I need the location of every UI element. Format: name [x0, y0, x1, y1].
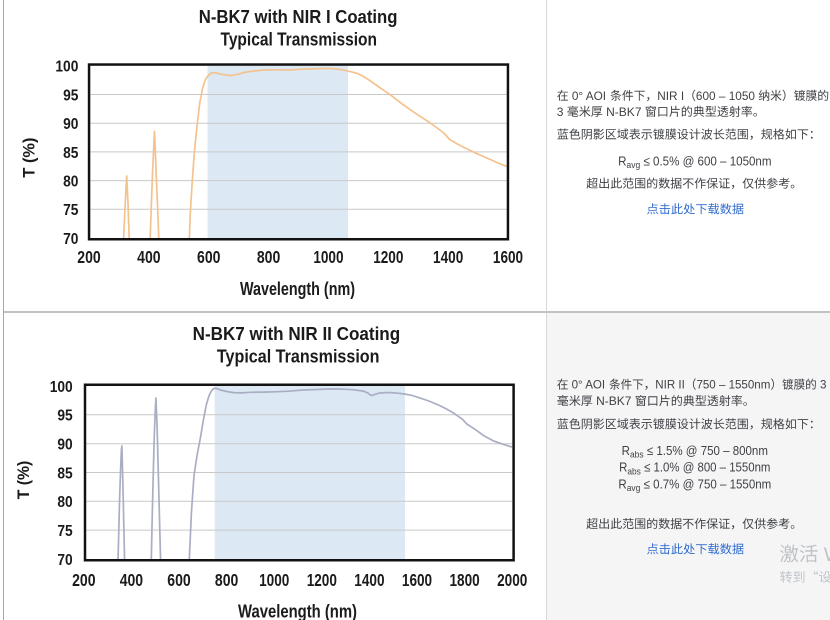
svg-text:avg: avg [627, 483, 641, 494]
svg-text:Wavelength (nm): Wavelength (nm) [238, 601, 357, 620]
svg-text:≤ 1.0% @ 800 – 1550nm: ≤ 1.0% @ 800 – 1550nm [644, 460, 770, 475]
svg-text:Wavelength (nm): Wavelength (nm) [240, 278, 355, 299]
svg-text:1200: 1200 [373, 247, 403, 267]
svg-text:70: 70 [63, 231, 78, 248]
svg-text:3: 3 [557, 105, 564, 119]
svg-text:avg: avg [627, 160, 641, 171]
svg-text:400: 400 [120, 570, 144, 590]
svg-text:200: 200 [77, 247, 101, 267]
svg-text:85: 85 [57, 465, 72, 482]
svg-text:Windows: Windows [824, 544, 830, 566]
svg-text:1600: 1600 [402, 570, 432, 590]
svg-text:1400: 1400 [433, 247, 463, 267]
svg-text:3: 3 [820, 379, 827, 392]
svg-text:1200: 1200 [307, 570, 337, 590]
svg-text:N-BK7 with NIR I Coating: N-BK7 with NIR I Coating [199, 7, 398, 28]
svg-text:T (%): T (%) [20, 138, 39, 178]
svg-text:2000: 2000 [497, 570, 527, 590]
svg-text:R: R [618, 154, 626, 169]
svg-text:NIR I: NIR I [657, 89, 684, 103]
svg-text:100: 100 [50, 379, 73, 396]
svg-text:N-BK7 with NIR II Coating: N-BK7 with NIR II Coating [193, 324, 401, 345]
svg-text:600 – 1050: 600 – 1050 [696, 89, 755, 103]
svg-text:1000: 1000 [259, 570, 289, 590]
svg-text:600: 600 [197, 247, 221, 267]
svg-text:Typical Transmission: Typical Transmission [221, 29, 378, 50]
svg-text:1600: 1600 [493, 247, 523, 267]
svg-text:1800: 1800 [450, 570, 480, 590]
svg-text:abs: abs [627, 466, 641, 477]
svg-text:NIR II: NIR II [655, 379, 685, 392]
svg-text:90: 90 [63, 116, 78, 133]
svg-text:600: 600 [167, 570, 191, 590]
svg-text:75: 75 [57, 523, 72, 540]
svg-text:75: 75 [63, 202, 78, 219]
svg-text:95: 95 [63, 87, 78, 104]
svg-text:T (%): T (%) [14, 461, 33, 500]
svg-text:95: 95 [57, 408, 72, 425]
svg-text:400: 400 [137, 247, 161, 267]
svg-text:800: 800 [215, 570, 239, 590]
svg-text:70: 70 [57, 552, 72, 569]
svg-text:200: 200 [72, 570, 96, 590]
svg-text:≤ 1.5% @ 750 – 800nm: ≤ 1.5% @ 750 – 800nm [647, 443, 768, 458]
svg-text:R: R [622, 443, 630, 458]
svg-text:80: 80 [57, 494, 72, 511]
svg-text:90: 90 [57, 437, 72, 454]
svg-text:100: 100 [55, 59, 78, 76]
svg-text:85: 85 [63, 145, 78, 162]
svg-text:800: 800 [257, 247, 281, 267]
svg-text:N-BK7: N-BK7 [606, 105, 642, 119]
svg-text:80: 80 [63, 173, 78, 190]
svg-text:1000: 1000 [313, 247, 343, 267]
svg-text:R: R [618, 477, 626, 492]
svg-text:0° AOI: 0° AOI [572, 89, 606, 103]
svg-text:abs: abs [630, 449, 644, 460]
svg-text:750 – 1550nm: 750 – 1550nm [696, 379, 770, 392]
svg-text:Typical Transmission: Typical Transmission [217, 346, 380, 367]
svg-text:≤ 0.7% @ 750 – 1550nm: ≤ 0.7% @ 750 – 1550nm [644, 477, 772, 492]
svg-text:≤ 0.5% @ 600 – 1050nm: ≤ 0.5% @ 600 – 1050nm [643, 154, 771, 169]
svg-text:R: R [619, 460, 627, 475]
svg-text:1400: 1400 [354, 570, 384, 590]
svg-text:N-BK7: N-BK7 [596, 394, 632, 408]
svg-text:0° AOI: 0° AOI [572, 379, 606, 392]
